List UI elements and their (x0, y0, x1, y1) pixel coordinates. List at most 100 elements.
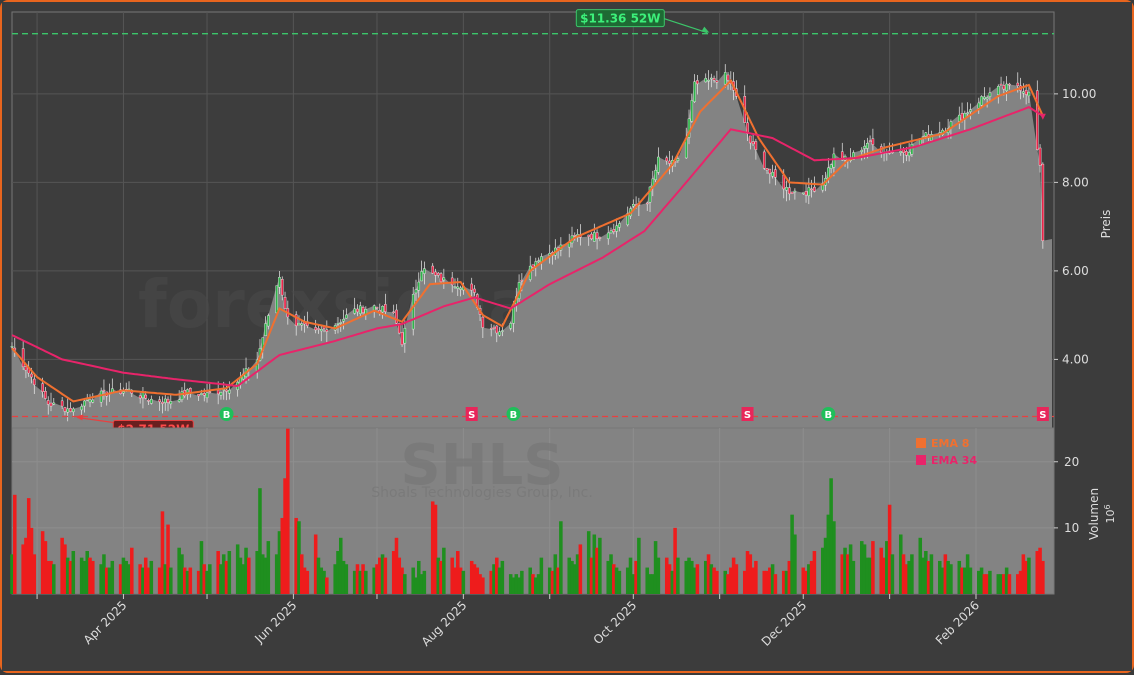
volume-bar (280, 517, 285, 594)
volume-bar (352, 570, 357, 594)
volume-bar (325, 577, 329, 594)
volume-bar (965, 554, 970, 594)
volume-bar (63, 544, 67, 594)
candle-body (626, 213, 630, 226)
volume-bar (88, 557, 92, 594)
volume-bar (996, 574, 1001, 594)
candle-body (202, 393, 206, 396)
volume-bar (946, 560, 950, 594)
volume-bar (804, 570, 808, 594)
volume-bar (929, 554, 934, 594)
buy-signal-label: B (223, 410, 231, 421)
volume-bar (336, 551, 340, 594)
volume-bar (907, 560, 911, 594)
volume-unit-base: 10 (1104, 510, 1117, 524)
volume-bar (520, 570, 524, 594)
sell-signal-label: S (744, 410, 751, 421)
volume-bar (422, 570, 427, 594)
candle-body (470, 283, 473, 291)
candle-body (788, 187, 791, 195)
candle-body (83, 400, 86, 407)
candle-body (827, 167, 830, 179)
candle-body (751, 141, 755, 145)
candle-body (593, 232, 596, 242)
candle-body (275, 285, 278, 314)
candle-body (10, 346, 14, 348)
volume-bar (820, 547, 825, 594)
candle-body (30, 373, 33, 378)
candle-body (810, 188, 813, 191)
candle-body (687, 118, 691, 138)
candle-body (785, 187, 788, 191)
candle-body (69, 408, 72, 412)
candle-body (63, 407, 67, 412)
candle-body (793, 190, 797, 193)
volume-bar (456, 551, 460, 594)
candle-body (960, 113, 964, 120)
volume-tick-label: 10 (1064, 521, 1079, 535)
candle-body (372, 305, 376, 311)
volume-bar (1035, 551, 1040, 594)
candle-body (676, 158, 680, 161)
candle-body (225, 389, 228, 392)
candle-body (754, 141, 758, 150)
candle-body (356, 308, 359, 313)
volume-bar (82, 560, 87, 594)
volume-bar (859, 541, 864, 594)
candle-body (520, 279, 524, 282)
candle-body (807, 187, 811, 197)
candle-body (169, 401, 173, 405)
volume-bar (118, 564, 123, 594)
volume-bar (383, 557, 388, 594)
volume-bar (333, 564, 337, 594)
candle-body (177, 399, 181, 402)
candle-body (459, 287, 462, 290)
candle-body (531, 264, 535, 268)
volume-bar (575, 554, 580, 594)
candle-body (832, 153, 836, 168)
volume-bar (890, 554, 895, 594)
volume-bar (904, 564, 909, 594)
candle-body (498, 331, 501, 336)
volume-bar (481, 577, 485, 594)
candle-body (587, 234, 591, 237)
volume-bar (823, 537, 828, 594)
volume-bar (1004, 567, 1009, 594)
volume-bar (13, 494, 17, 594)
volume-bar (1041, 560, 1045, 594)
volume-bar (784, 570, 789, 594)
candle-body (749, 135, 752, 144)
volume-bar (631, 574, 636, 594)
volume-bar (344, 564, 349, 594)
volume-bar (614, 567, 619, 594)
volume-bar (848, 544, 853, 594)
candle-body (414, 289, 418, 294)
volume-bar (169, 567, 173, 594)
candle-body (1041, 163, 1045, 242)
candle-body (200, 393, 203, 395)
volume-bar (715, 570, 719, 594)
volume-bar (216, 551, 220, 594)
volume-bar (313, 534, 318, 594)
price-tick-label: 4.00 (1062, 352, 1089, 366)
volume-bar (511, 577, 516, 594)
candle-body (384, 304, 387, 312)
volume-bar (673, 527, 677, 594)
candle-body (707, 80, 710, 82)
candle-body (186, 389, 189, 395)
legend-swatch (916, 455, 926, 465)
price-area (12, 72, 1052, 429)
volume-bar (528, 567, 532, 594)
volume-bar (411, 567, 415, 594)
candle-body (353, 308, 356, 314)
volume-bar (653, 541, 658, 594)
candle-body (180, 391, 184, 400)
volume-bar (489, 570, 493, 594)
candle-body (375, 307, 379, 309)
volume-bar (99, 564, 103, 594)
volume-bar (879, 547, 884, 594)
volume-bar (598, 537, 602, 594)
volume-bar (71, 551, 76, 594)
volume-bar (185, 570, 190, 594)
volume-bar (843, 547, 847, 594)
